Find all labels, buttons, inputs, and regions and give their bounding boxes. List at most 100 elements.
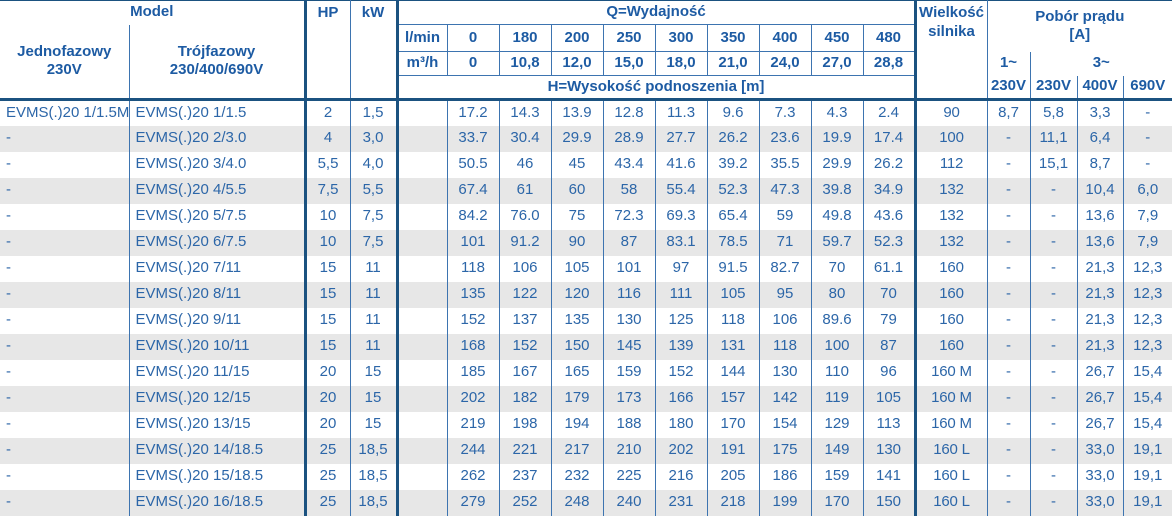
cell-head-0: 118 bbox=[447, 255, 500, 282]
cell-head-6: 7.3 bbox=[759, 99, 812, 126]
cell-head-1: 237 bbox=[499, 463, 552, 490]
cell-flow-spacer bbox=[397, 359, 448, 386]
cell-head-5: 78.5 bbox=[707, 229, 760, 256]
cell-hp: 7,5 bbox=[305, 177, 351, 204]
col-header-flow: Q=Wydajność bbox=[397, 0, 917, 25]
cell-head-6: 130 bbox=[759, 359, 812, 386]
cell-amps-3ph-690: 15,4 bbox=[1133, 363, 1163, 381]
flow-lmin-5: 350 bbox=[707, 24, 760, 52]
cell-head-7: 129 bbox=[811, 411, 864, 438]
cell-amps-1ph-230: - bbox=[987, 151, 1031, 178]
cell-model-three-phase: EVMS(.)20 9/11 bbox=[129, 307, 307, 334]
cell-model-three-phase: EVMS(.)20 13/15 bbox=[129, 411, 307, 438]
cell-head-4: 27.7 bbox=[655, 125, 708, 152]
cell-model-single-phase: - bbox=[0, 281, 130, 308]
cell-head-0: 152 bbox=[447, 307, 500, 334]
cell-head-6: 35.5 bbox=[759, 151, 812, 178]
cell-hp: 15 bbox=[305, 333, 351, 360]
cell-head-8: 2.4 bbox=[863, 99, 917, 126]
cell-flow-spacer bbox=[397, 385, 448, 412]
cell-amps-3ph-230: - bbox=[1030, 203, 1078, 230]
cell-model-single-phase: - bbox=[0, 411, 130, 438]
cell-head-0: 168 bbox=[447, 333, 500, 360]
single-phase-label: Jednofazowy bbox=[17, 42, 112, 60]
cell-amps-1ph-230: - bbox=[987, 489, 1031, 516]
cell-amps-3ph-690: 19,1 bbox=[1133, 467, 1163, 485]
cell-head-5: 105 bbox=[707, 281, 760, 308]
cell-head-0: 67.4 bbox=[447, 177, 500, 204]
cell-model-single-phase: - bbox=[0, 229, 130, 256]
cell-motor-size: 100 bbox=[915, 125, 988, 152]
cell-head-8: 52.3 bbox=[863, 229, 917, 256]
table-row: - EVMS(.)20 16/18.5 25 18,5 279 252 248 … bbox=[0, 489, 1172, 516]
cell-model-single-phase: - bbox=[0, 307, 130, 334]
cell-head-7: 159 bbox=[811, 463, 864, 490]
cell-hp: 25 bbox=[305, 489, 351, 516]
cell-kw: 15 bbox=[350, 411, 399, 438]
cell-motor-size: 132 bbox=[915, 203, 988, 230]
motor-size-line2: silnika bbox=[928, 22, 975, 40]
cell-head-3: 101 bbox=[603, 255, 656, 282]
flow-lmin-4: 300 bbox=[655, 24, 708, 52]
cell-model-single-phase: - bbox=[0, 385, 130, 412]
cell-amps-3ph-690: 12,3 bbox=[1133, 311, 1163, 329]
cell-head-4: 216 bbox=[655, 463, 708, 490]
cell-hp: 15 bbox=[305, 307, 351, 334]
cell-head-7: 80 bbox=[811, 281, 864, 308]
cell-amps-1ph-230: - bbox=[987, 411, 1031, 438]
three-phase-voltage: 230/400/690V bbox=[169, 61, 264, 79]
cell-head-1: 91.2 bbox=[499, 229, 552, 256]
cell-amps-3ph-690: - bbox=[1145, 103, 1151, 121]
cell-model-single-phase: - bbox=[0, 125, 130, 152]
cell-head-6: 199 bbox=[759, 489, 812, 516]
cell-head-0: 185 bbox=[447, 359, 500, 386]
flow-m3h-0: 0 bbox=[447, 51, 500, 76]
header-row-4: H=Wysokość podnoszenia [m] 230V 230V 400… bbox=[0, 75, 1172, 100]
table-row: - EVMS(.)20 15/18.5 25 18,5 262 237 232 … bbox=[0, 463, 1172, 490]
cell-motor-size: 160 bbox=[915, 281, 988, 308]
cell-head-7: 170 bbox=[811, 489, 864, 516]
cell-head-5: 91.5 bbox=[707, 255, 760, 282]
col-header-current: Pobór prądu [A] bbox=[987, 1, 1172, 52]
cell-head-4: 11.3 bbox=[655, 99, 708, 126]
cell-amps-3ph-230: - bbox=[1030, 333, 1078, 360]
cell-amps-3ph-230: 5,8 bbox=[1030, 99, 1078, 126]
cell-head-2: 217 bbox=[551, 437, 604, 464]
cell-amps-3ph-400: 6,4 bbox=[1077, 125, 1124, 152]
voltage-col-2: 400V bbox=[1077, 75, 1124, 100]
cell-head-8: 113 bbox=[863, 411, 917, 438]
cell-flow-spacer bbox=[397, 203, 448, 230]
cell-amps-1ph-230: - bbox=[987, 463, 1031, 490]
cell-head-5: 144 bbox=[707, 359, 760, 386]
cell-amps-3ph-230: - bbox=[1030, 281, 1078, 308]
cell-head-4: 55.4 bbox=[655, 177, 708, 204]
table-row: - EVMS(.)20 6/7.5 10 7,5 101 91.2 90 87 … bbox=[0, 229, 1172, 256]
cell-head-1: 122 bbox=[499, 281, 552, 308]
cell-motor-size: 132 bbox=[915, 229, 988, 256]
table-row: - EVMS(.)20 14/18.5 25 18,5 244 221 217 … bbox=[0, 437, 1172, 464]
cell-head-6: 82.7 bbox=[759, 255, 812, 282]
cell-motor-size: 160 M bbox=[915, 385, 988, 412]
cell-flow-spacer bbox=[397, 411, 448, 438]
cell-head-6: 186 bbox=[759, 463, 812, 490]
cell-amps-1ph-230: - bbox=[987, 125, 1031, 152]
cell-amps-3ph-400: 26,7 bbox=[1077, 411, 1124, 438]
header-row-1: Model HP kW Q=Wydajność Wielkość silnika… bbox=[0, 0, 1172, 100]
cell-amps-1ph-230: - bbox=[987, 203, 1031, 230]
motor-size-line1: Wielkość bbox=[919, 4, 984, 21]
cell-amps-3ph-690: 12,3 bbox=[1133, 259, 1163, 277]
table-row: - EVMS(.)20 10/11 15 11 168 152 150 145 … bbox=[0, 333, 1172, 360]
cell-amps-3ph-400: 21,3 bbox=[1077, 255, 1124, 282]
voltage-col-3: 690V bbox=[1130, 77, 1166, 95]
cell-amps-3ph-690: 15,4 bbox=[1133, 415, 1163, 433]
cell-head-2: 75 bbox=[551, 203, 604, 230]
table-row: - EVMS(.)20 2/3.0 4 3,0 33.7 30.4 29.9 2… bbox=[0, 125, 1172, 152]
cell-amps-1ph-230: - bbox=[987, 385, 1031, 412]
cell-amps-1ph-230: - bbox=[987, 177, 1031, 204]
cell-head-2: 29.9 bbox=[551, 125, 604, 152]
cell-flow-spacer bbox=[397, 229, 448, 256]
cell-kw: 18,5 bbox=[350, 437, 399, 464]
cell-hp: 20 bbox=[305, 385, 351, 412]
cell-amps-1ph-230: - bbox=[987, 437, 1031, 464]
